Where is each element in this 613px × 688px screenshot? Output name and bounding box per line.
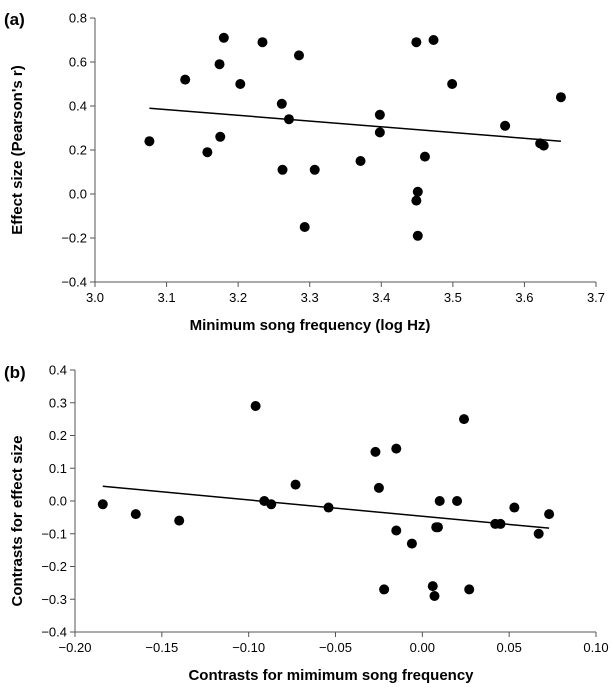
- panel-a-data-point: [374, 127, 385, 138]
- panel-b-y-tick-label: −0.2: [41, 559, 67, 574]
- panel-b-y-tick-label: −0.1: [41, 526, 67, 541]
- panel-a-x-tick-label: 3.7: [587, 290, 605, 305]
- panel-a-y-tick-label: 0.2: [69, 143, 87, 158]
- panel-b-data-point: [130, 509, 141, 520]
- panel-a-y-tick-label: −0.2: [61, 231, 87, 246]
- panel-a-scatter-chart: (a) Minimum song frequency (log Hz) Effe…: [4, 10, 605, 334]
- panel-b-data-point: [533, 528, 544, 539]
- panel-a-x-tick-label: 3.5: [444, 290, 462, 305]
- panel-a-y-tick-label: 0.6: [69, 55, 87, 70]
- panel-a-data-point: [214, 59, 225, 70]
- panel-a-data-point: [411, 37, 422, 48]
- panel-b-y-tick-label: −0.3: [41, 592, 67, 607]
- panel-b-data-point: [250, 401, 261, 412]
- panel-a-data-point: [538, 140, 549, 151]
- panel-a-y-tick-label: −0.4: [61, 275, 87, 290]
- panel-a-data-point: [235, 79, 246, 89]
- panel-a-y-tick-label: 0.8: [69, 11, 87, 26]
- panel-b-data-point: [323, 502, 334, 513]
- panel-a-y-axis-label: Effect size (Pearson's r): [9, 65, 26, 234]
- panel-a-data-point: [299, 222, 310, 232]
- panel-b-data-point: [452, 496, 463, 506]
- panel-a-data-point: [411, 195, 422, 206]
- panel-b-data-point: [432, 522, 443, 533]
- panel-b-data-point: [391, 443, 402, 454]
- panel-b-data-point: [427, 581, 438, 592]
- panel-a-data-point: [309, 164, 320, 175]
- panel-b-y-tick-label: 0.1: [49, 461, 67, 476]
- panel-b-data-point: [406, 538, 417, 549]
- panel-b-data-point: [544, 509, 555, 520]
- panel-b-data-point: [373, 482, 384, 493]
- panel-a-x-tick-label: 3.4: [372, 290, 390, 305]
- panel-a-data-point: [202, 147, 213, 158]
- panel-b-data-point: [174, 515, 185, 526]
- panel-a-x-tick-label: 3.0: [86, 290, 104, 305]
- panel-b-data-point: [379, 584, 390, 595]
- panel-b-data-point: [509, 502, 520, 513]
- panel-b-y-tick-label: 0.4: [49, 363, 67, 378]
- panel-a-x-tick-label: 3.1: [158, 290, 176, 305]
- panel-b-y-tick-label: 0.3: [49, 395, 67, 410]
- panel-a-x-tick-label: 3.2: [229, 290, 247, 305]
- panel-a-data-point: [144, 136, 155, 147]
- panel-a-data-point: [277, 164, 288, 175]
- panel-a-y-tick-label: 0.0: [69, 187, 87, 202]
- panel-b-y-tick-label: 0.0: [49, 494, 67, 509]
- panel-b-y-tick-label: 0.2: [49, 428, 67, 443]
- panel-b-label: (b): [4, 363, 26, 382]
- panel-b-data-point: [370, 446, 381, 457]
- panel-b-y-axis-label: Contrasts for effect size: [9, 436, 26, 607]
- panel-b-scatter-chart: (b) Contrasts for mimimum song frequency…: [4, 363, 609, 685]
- panel-a-data-point: [355, 156, 366, 166]
- panel-a-data-point: [412, 230, 423, 241]
- panel-a-x-tick-label: 3.6: [515, 290, 533, 305]
- panel-b-y-tick-label: −0.4: [41, 625, 67, 640]
- panel-a-trend-line: [149, 107, 561, 142]
- panel-a-data-point: [419, 151, 430, 162]
- panel-b-x-tick-label: 0.10: [583, 640, 608, 655]
- panel-a-data-point: [215, 131, 226, 142]
- panel-a-x-tick-label: 3.3: [301, 290, 319, 305]
- panel-b-data-point: [434, 496, 445, 506]
- panel-b-x-tick-label: −0.15: [145, 640, 178, 655]
- panel-b-x-tick-label: −0.05: [319, 640, 352, 655]
- panel-b-data-point: [459, 414, 470, 425]
- panel-a-y-tick-label: 0.4: [69, 99, 87, 114]
- panel-a-data-point: [555, 92, 566, 103]
- panel-b-data-point: [391, 525, 402, 536]
- panel-a-data-point: [276, 98, 287, 109]
- panel-b-data-point: [266, 499, 277, 510]
- panel-a-data-point: [428, 35, 439, 45]
- panel-a-label: (a): [4, 10, 25, 29]
- panel-a-data-point: [500, 120, 511, 131]
- panel-a-data-point: [257, 37, 268, 48]
- panel-b-x-tick-label: −0.10: [232, 640, 265, 655]
- panel-b-x-tick-label: 0.00: [410, 640, 435, 655]
- panel-a-data-point: [374, 109, 385, 120]
- panel-b-data-point: [429, 590, 440, 601]
- panel-b-data-point: [495, 518, 506, 529]
- panel-a-data-point: [447, 79, 458, 89]
- panel-a-data-point: [180, 74, 191, 85]
- panel-a-data-point: [283, 114, 294, 125]
- panel-b-x-axis-label: Contrasts for mimimum song frequency: [188, 667, 474, 684]
- panel-b-data-point: [464, 584, 475, 595]
- panel-b-x-tick-label: −0.20: [59, 640, 92, 655]
- panel-a-x-axis-label: Minimum song frequency (log Hz): [190, 317, 431, 334]
- panel-a-data-point: [412, 186, 423, 197]
- panel-b-data-point: [97, 499, 108, 510]
- panel-a-data-point: [293, 50, 304, 61]
- panel-a-data-point: [218, 32, 229, 43]
- panel-b-data-point: [290, 479, 301, 490]
- panel-b-x-tick-label: 0.05: [497, 640, 522, 655]
